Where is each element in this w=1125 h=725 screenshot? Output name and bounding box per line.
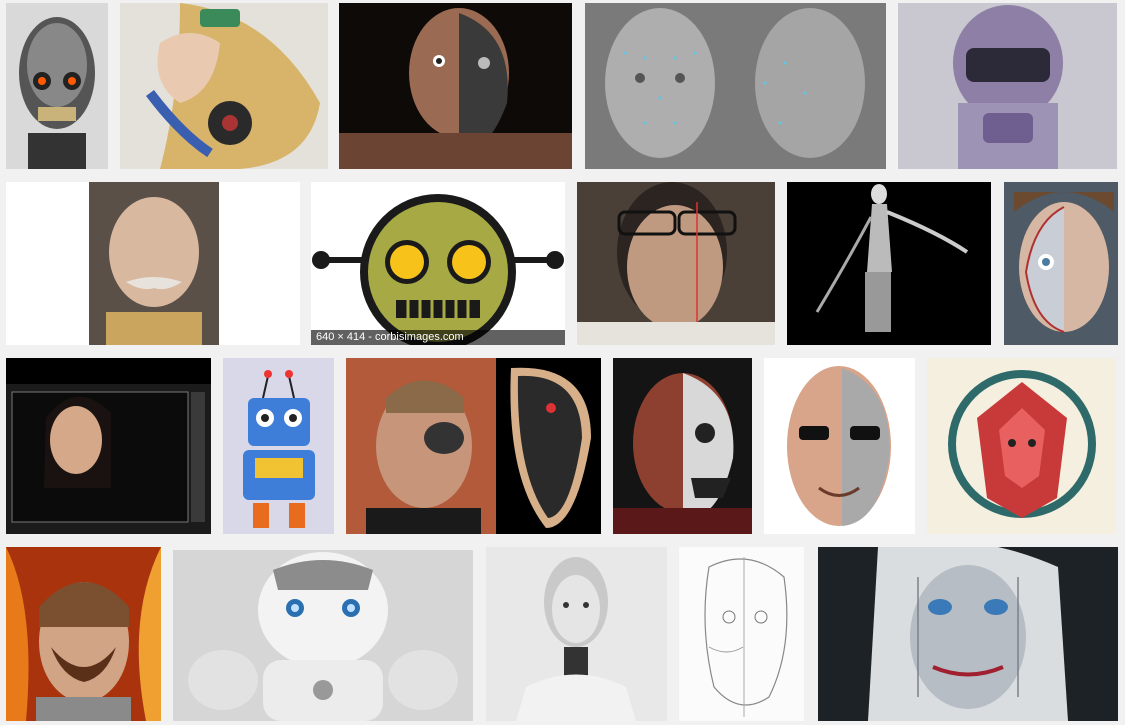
image-result-terminator-mask[interactable] xyxy=(764,358,915,534)
image-result-photoshop-woman[interactable] xyxy=(6,358,211,534)
image-result-red-mech-emblem[interactable] xyxy=(927,358,1116,534)
image-result-flaming-skull-boy[interactable] xyxy=(6,547,161,721)
image-result-half-skull-face[interactable] xyxy=(613,358,752,534)
image-result-headphones-drawing[interactable] xyxy=(120,3,328,169)
image-result-face-paint-boy[interactable] xyxy=(1004,182,1118,345)
image-result-man-cyborg-prosthetic[interactable] xyxy=(346,358,601,534)
image-result-purple-robot-helmet[interactable] xyxy=(898,3,1117,169)
image-result-terminator-skull[interactable] xyxy=(6,3,108,169)
image-result-bald-mask[interactable] xyxy=(6,182,300,345)
image-result-white-android[interactable] xyxy=(486,547,667,721)
image-result-cyborg-face-dark[interactable] xyxy=(339,3,572,169)
image-result-sketch-half-face[interactable] xyxy=(679,547,804,721)
image-result-nao-robot[interactable] xyxy=(173,550,473,721)
image-result-face-tracking-man[interactable] xyxy=(577,182,775,345)
image-result-3d-head-mesh[interactable] xyxy=(585,3,886,169)
image-size-source-caption: 640 × 414 - corbisimages.com xyxy=(311,330,565,345)
image-result-skeleton-3d-model[interactable] xyxy=(787,182,991,345)
image-result-toy-robot-cake[interactable] xyxy=(223,358,334,534)
image-result-robot-face-icon[interactable]: 640 × 414 - corbisimages.com xyxy=(311,182,565,345)
image-result-blonde-cyborg-woman[interactable] xyxy=(818,547,1118,721)
